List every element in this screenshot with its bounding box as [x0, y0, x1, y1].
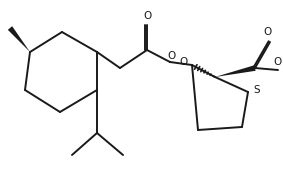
Text: S: S: [254, 85, 260, 95]
Text: O: O: [143, 11, 151, 21]
Polygon shape: [215, 65, 256, 77]
Text: O: O: [274, 57, 282, 67]
Text: O: O: [179, 57, 187, 67]
Text: O: O: [264, 27, 272, 37]
Text: O: O: [168, 51, 176, 61]
Polygon shape: [8, 26, 30, 52]
